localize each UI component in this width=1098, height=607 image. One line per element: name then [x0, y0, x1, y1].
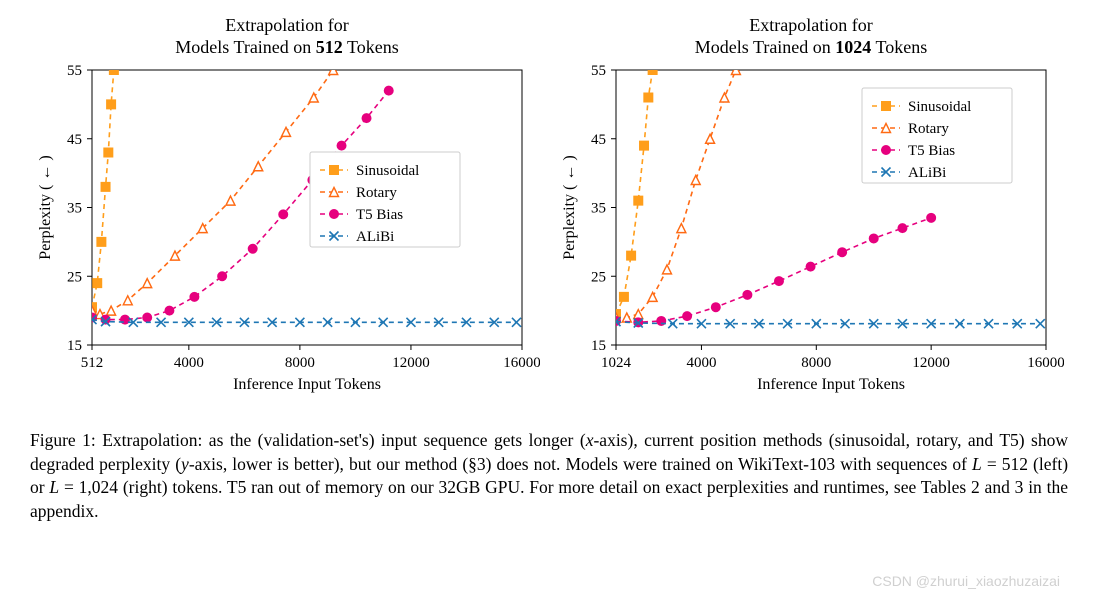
- svg-text:4000: 4000: [174, 355, 204, 371]
- svg-text:Rotary: Rotary: [908, 121, 949, 137]
- svg-text:55: 55: [591, 63, 606, 79]
- right-chart-container: Extrapolation for Models Trained on 1024…: [554, 15, 1068, 405]
- title-bold: 1024: [835, 37, 871, 57]
- svg-text:Perplexity ( ← ): Perplexity ( ← ): [37, 155, 54, 259]
- svg-text:T5 Bias: T5 Bias: [908, 143, 955, 159]
- title-line1: Extrapolation for: [225, 15, 348, 35]
- figure-row: Extrapolation for Models Trained on 512 …: [30, 15, 1068, 405]
- right-chart-svg: 15 25 35 45 55 1024 4000 8000 12000 16000 Perplexi…: [554, 60, 1064, 400]
- left-chart-container: Extrapolation for Models Trained on 512 …: [30, 15, 544, 405]
- caption-L1: L: [972, 454, 982, 474]
- svg-text:Sinusoidal: Sinusoidal: [908, 99, 971, 115]
- title-prefix: Models Trained on: [175, 37, 316, 57]
- svg-text:ALiBi: ALiBi: [908, 165, 946, 181]
- svg-text:15: 15: [591, 338, 606, 354]
- svg-text:8000: 8000: [285, 355, 315, 371]
- svg-text:35: 35: [591, 201, 606, 217]
- svg-text:35: 35: [67, 201, 82, 217]
- svg-text:Rotary: Rotary: [356, 185, 397, 201]
- svg-text:Perplexity ( ← ): Perplexity ( ← ): [561, 155, 578, 259]
- svg-text:16000: 16000: [503, 355, 540, 371]
- svg-text:1024: 1024: [601, 355, 632, 371]
- svg-text:16000: 16000: [1027, 355, 1064, 371]
- svg-text:Inference Input Tokens: Inference Input Tokens: [757, 376, 905, 393]
- left-chart-svg: 15 25 35 45 55 512 4000 8000 12000 16000 Perplexit…: [30, 60, 540, 400]
- caption-y: y: [181, 454, 189, 474]
- title-line1: Extrapolation for: [749, 15, 872, 35]
- svg-text:12000: 12000: [392, 355, 430, 371]
- svg-text:15: 15: [67, 338, 82, 354]
- svg-text:512: 512: [81, 355, 104, 371]
- caption-text: Figure 1: Extrapolation: as the (validat…: [30, 430, 586, 450]
- svg-text:ALiBi: ALiBi: [356, 229, 394, 245]
- caption-text: = 1,024 (right) tokens. T5 ran out of me…: [30, 477, 1068, 521]
- caption-L2: L: [49, 477, 59, 497]
- svg-text:12000: 12000: [912, 355, 950, 371]
- title-prefix: Models Trained on: [695, 37, 836, 57]
- figure-caption: Figure 1: Extrapolation: as the (validat…: [30, 429, 1068, 524]
- svg-text:4000: 4000: [686, 355, 716, 371]
- title-bold: 512: [316, 37, 343, 57]
- left-chart-title: Extrapolation for Models Trained on 512 …: [30, 15, 544, 58]
- title-suffix: Tokens: [343, 37, 399, 57]
- svg-text:45: 45: [67, 132, 82, 148]
- right-chart-title: Extrapolation for Models Trained on 1024…: [554, 15, 1068, 58]
- svg-text:T5 Bias: T5 Bias: [356, 207, 403, 223]
- svg-text:Inference Input Tokens: Inference Input Tokens: [233, 376, 381, 393]
- title-suffix: Tokens: [871, 37, 927, 57]
- svg-text:55: 55: [67, 63, 82, 79]
- svg-text:25: 25: [67, 269, 82, 285]
- svg-text:8000: 8000: [801, 355, 831, 371]
- svg-text:45: 45: [591, 132, 606, 148]
- caption-text: -axis, lower is better), but our method …: [189, 454, 972, 474]
- watermark: CSDN @zhurui_xiaozhuzaizai: [872, 573, 1060, 589]
- svg-text:Sinusoidal: Sinusoidal: [356, 163, 419, 179]
- svg-text:25: 25: [591, 269, 606, 285]
